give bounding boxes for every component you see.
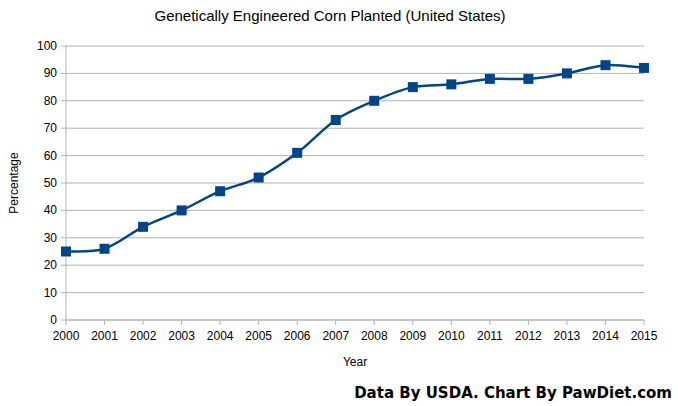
x-tick-label: 2006 <box>284 329 311 343</box>
grid-line <box>66 292 644 293</box>
y-axis-label: Percentage <box>7 152 21 214</box>
marker <box>639 63 649 73</box>
x-tick <box>335 320 336 325</box>
grid-line <box>66 46 644 47</box>
x-tick <box>143 320 144 325</box>
y-tick <box>61 320 66 321</box>
y-tick <box>61 100 66 101</box>
y-tick-label: 60 <box>44 149 58 163</box>
x-tick <box>181 320 182 325</box>
grid-line <box>66 100 644 101</box>
grid-line <box>66 265 644 266</box>
marker <box>331 115 341 125</box>
grid-line <box>66 320 644 321</box>
x-tick-label: 2014 <box>592 329 619 343</box>
x-tick-label: 2015 <box>631 329 658 343</box>
grid-line <box>66 155 644 156</box>
x-tick <box>566 320 567 325</box>
y-tick <box>61 183 66 184</box>
x-axis-label: Year <box>343 355 367 369</box>
x-tick <box>258 320 259 325</box>
marker <box>523 74 533 84</box>
background <box>0 0 678 406</box>
marker <box>177 205 187 215</box>
y-tick-label: 30 <box>44 231 58 245</box>
title: Genetically Engineered Corn Planted (Uni… <box>154 7 505 24</box>
y-tick-label: 10 <box>44 286 58 300</box>
y-tick-label: 40 <box>44 203 58 217</box>
x-tick <box>66 320 67 325</box>
grid-line <box>66 237 644 238</box>
x-tick-label: 2010 <box>438 329 465 343</box>
x-axis <box>66 320 644 321</box>
line <box>66 65 644 252</box>
y-tick-label: 90 <box>44 66 58 80</box>
x-tick-label: 2000 <box>53 329 80 343</box>
y-tick-label: 100 <box>37 39 57 53</box>
x-tick-label: 2013 <box>554 329 581 343</box>
x-tick-label: 2012 <box>515 329 542 343</box>
y-tick <box>61 292 66 293</box>
y-tick-label: 0 <box>50 313 57 327</box>
y-tick <box>61 46 66 47</box>
x-tick-label: 2004 <box>207 329 234 343</box>
chart: 0 10 20 30 40 50 60 70 80 90 100 2000 2001 2002 2003 20… <box>0 0 678 406</box>
x-tick-label: 2005 <box>245 329 272 343</box>
x-tick-label: 2011 <box>477 329 503 343</box>
marker <box>446 79 456 89</box>
x-tick <box>297 320 298 325</box>
y-tick-label: 80 <box>44 94 58 108</box>
x-tick <box>528 320 529 325</box>
x-tick-label: 2008 <box>361 329 388 343</box>
y-tick <box>61 210 66 211</box>
x-tick <box>220 320 221 325</box>
grid-line <box>66 210 644 211</box>
marker <box>485 74 495 84</box>
x-tick <box>412 320 413 325</box>
x-tick <box>605 320 606 325</box>
marker <box>292 148 302 158</box>
marker <box>100 244 110 254</box>
x-tick <box>104 320 105 325</box>
x-tick <box>374 320 375 325</box>
y-tick-label: 20 <box>44 258 58 272</box>
y-tick <box>61 73 66 74</box>
marker <box>562 68 572 78</box>
y-axis <box>66 46 67 320</box>
y-tick <box>61 237 66 238</box>
x-tick-label: 2009 <box>399 329 426 343</box>
y-tick-label: 70 <box>44 121 58 135</box>
marker <box>254 173 264 183</box>
marker <box>369 96 379 106</box>
grid-line <box>66 73 644 74</box>
grid-line <box>66 183 644 184</box>
y-tick <box>61 128 66 129</box>
marker <box>408 82 418 92</box>
x-tick-label: 2003 <box>168 329 195 343</box>
y-tick <box>61 155 66 156</box>
source-note: Data By USDA. Chart By PawDiet.com <box>354 384 672 402</box>
series <box>61 60 649 256</box>
grid-line <box>66 128 644 129</box>
marker <box>138 222 148 232</box>
x-tick <box>644 320 645 325</box>
x-tick-label: 2001 <box>91 329 118 343</box>
y-tick-label: 50 <box>44 176 58 190</box>
y-tick <box>61 265 66 266</box>
marker <box>61 247 71 257</box>
x-tick <box>451 320 452 325</box>
marker <box>215 186 225 196</box>
marker <box>600 60 610 70</box>
x-tick-label: 2002 <box>130 329 157 343</box>
x-tick <box>489 320 490 325</box>
x-tick-label: 2007 <box>322 329 349 343</box>
